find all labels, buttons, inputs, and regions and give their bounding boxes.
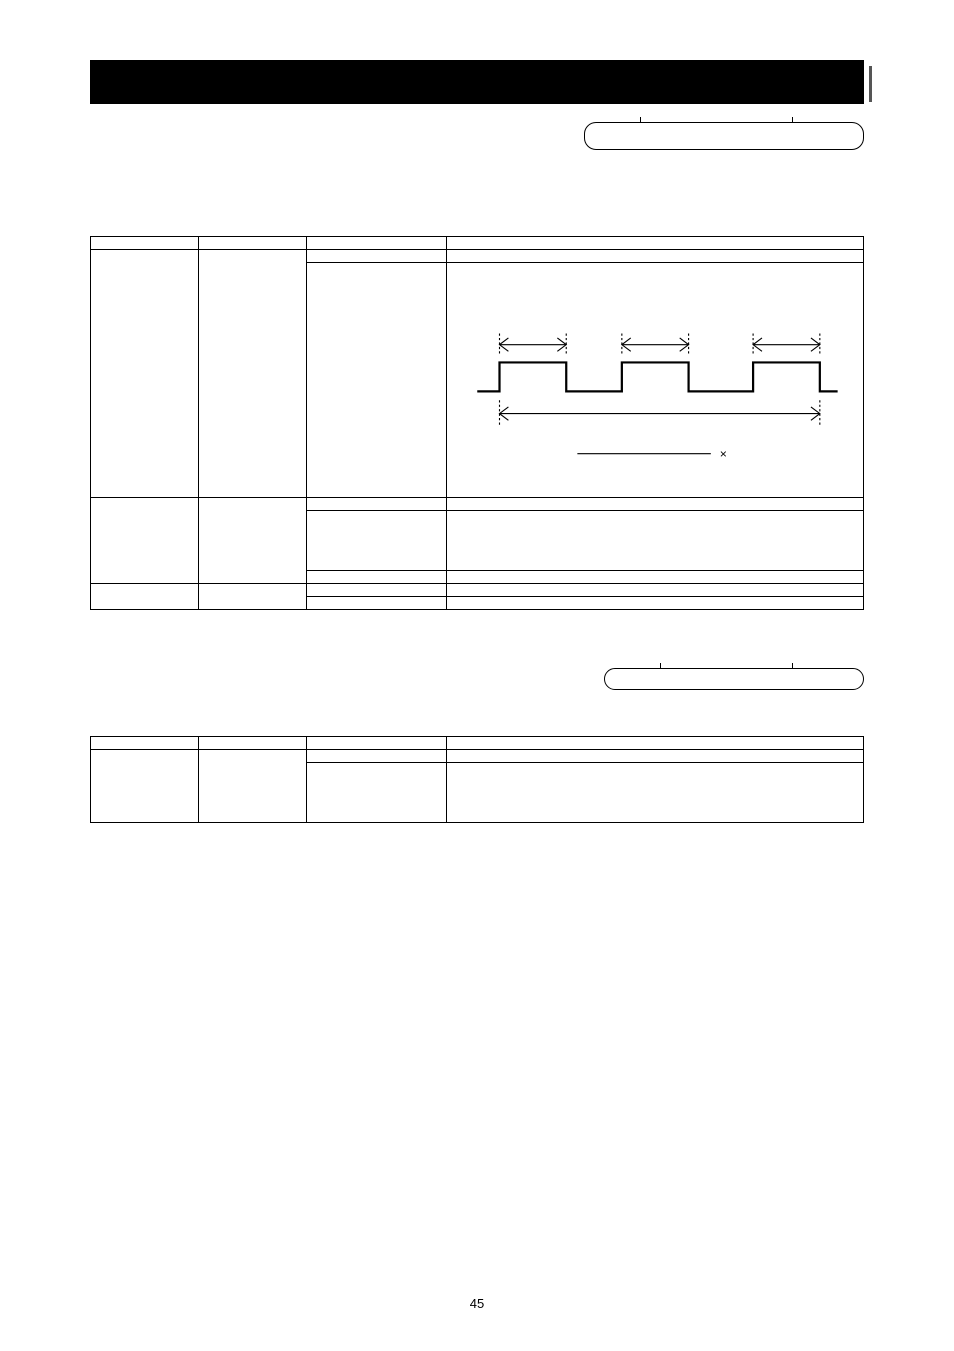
td [199, 250, 307, 498]
section-1: × [90, 124, 864, 610]
th [307, 237, 446, 250]
td [446, 750, 863, 763]
section-2-badge [604, 668, 864, 690]
section-1-body-spacer [90, 156, 864, 236]
td [307, 571, 446, 584]
td [446, 571, 863, 584]
th [307, 737, 446, 750]
pill-tick-icon [792, 117, 793, 123]
td [307, 750, 446, 763]
section-2 [90, 670, 864, 823]
td-diagram: × [446, 263, 863, 498]
table-row [91, 750, 864, 763]
td [446, 584, 863, 597]
td [91, 750, 199, 823]
td [199, 584, 307, 610]
td [91, 584, 199, 610]
section-1-pill-row [90, 122, 864, 150]
pulse-diagram-svg: × [455, 269, 855, 491]
td [199, 750, 307, 823]
td [307, 597, 446, 610]
pulse-diagram: × [455, 269, 855, 491]
td [307, 250, 446, 263]
mult-symbol: × [719, 447, 726, 461]
td [307, 263, 446, 498]
section-2-body-spacer [90, 696, 864, 736]
td [91, 498, 199, 584]
table-header-row [91, 737, 864, 750]
td [307, 511, 446, 571]
th [91, 237, 199, 250]
td [199, 498, 307, 584]
td [91, 250, 199, 498]
table-row [91, 250, 864, 263]
td [446, 498, 863, 511]
th [446, 737, 863, 750]
spec-table-2 [90, 736, 864, 823]
td [307, 584, 446, 597]
pill-tick-icon [660, 663, 661, 669]
td [307, 763, 446, 823]
td [446, 597, 863, 610]
table-row [91, 498, 864, 511]
table-header-row [91, 237, 864, 250]
td [307, 498, 446, 511]
th [199, 237, 307, 250]
section-2-pill-row [90, 668, 864, 690]
spec-table-1: × [90, 236, 864, 610]
th [91, 737, 199, 750]
table-row [91, 584, 864, 597]
td [446, 511, 863, 571]
page-number: 45 [0, 1296, 954, 1311]
th [446, 237, 863, 250]
pill-tick-icon [792, 663, 793, 669]
section-1-badge [584, 122, 864, 150]
pill-tick-icon [640, 117, 641, 123]
chapter-header-bar [90, 60, 864, 104]
section-gap [90, 610, 864, 670]
th [199, 737, 307, 750]
page: × [0, 0, 954, 1351]
td [446, 763, 863, 823]
td [446, 250, 863, 263]
